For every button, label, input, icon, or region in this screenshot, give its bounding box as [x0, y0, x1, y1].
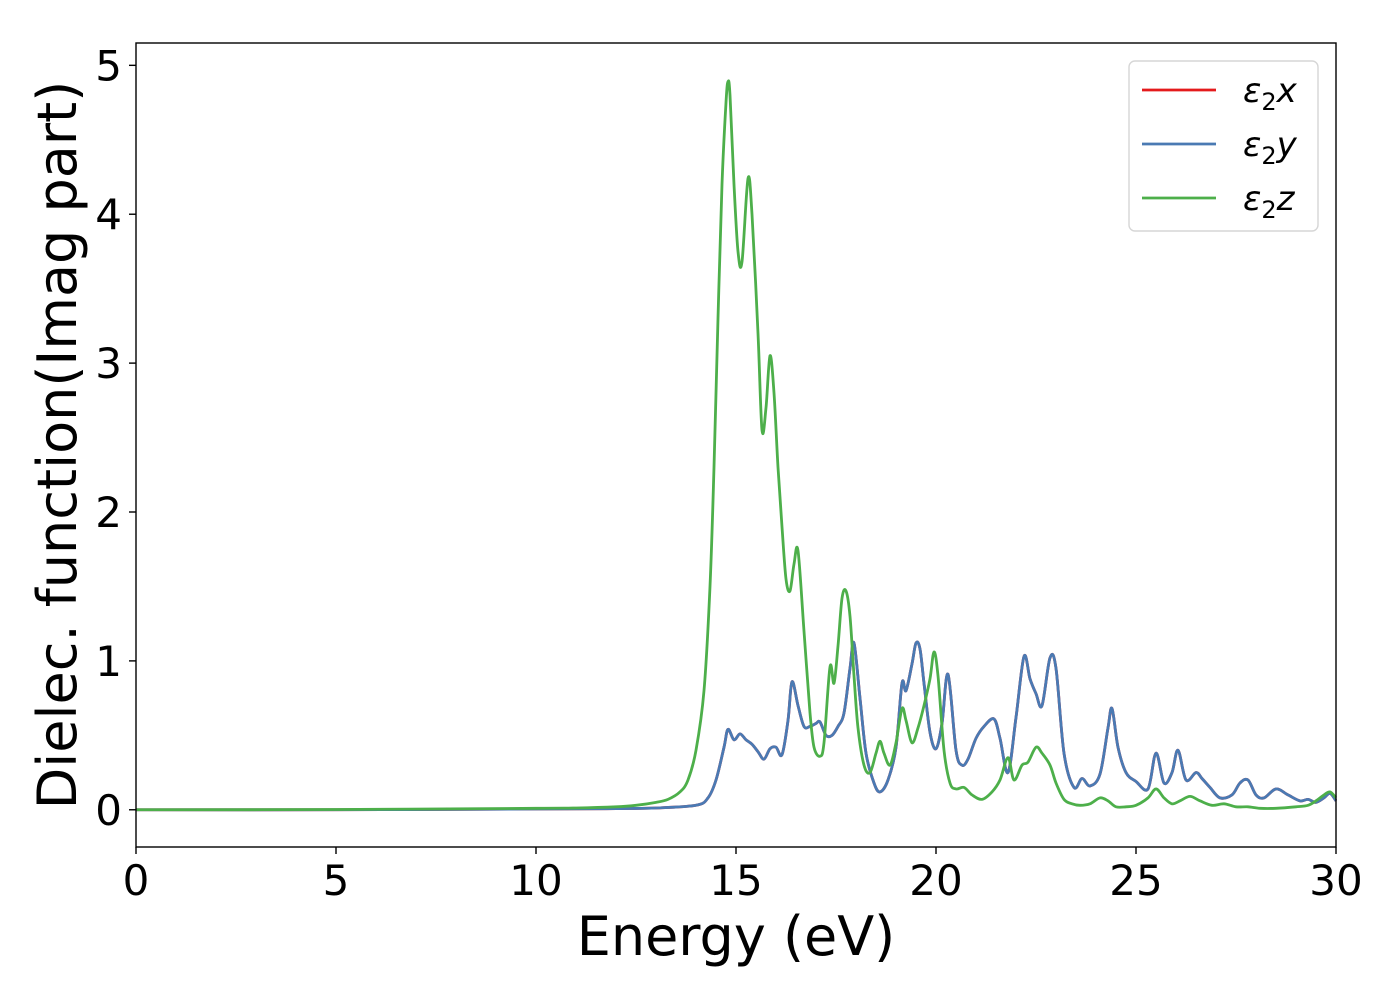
x-tick-label: 10 [509, 856, 562, 905]
legend-label-z: ε2z [1243, 179, 1296, 224]
y-tick-label: 2 [95, 488, 122, 537]
legend: ε2x ε2y ε2z [1128, 60, 1319, 232]
series-line-z [135, 79, 1338, 812]
legend-label-y: ε2y [1243, 125, 1298, 170]
x-tick-label: 5 [323, 856, 350, 905]
legend-box [1128, 60, 1319, 232]
x-tick-label: 20 [909, 856, 962, 905]
x-tick-label: 0 [123, 856, 150, 905]
y-axis: 0 1 2 3 4 5 [95, 41, 136, 835]
x-tick-label: 30 [1309, 856, 1362, 905]
y-axis-title: Dielec. function(Imag part) [26, 81, 89, 810]
y-tick-label: 1 [95, 637, 122, 686]
legend-label-x: ε2x [1243, 71, 1298, 116]
x-axis-title: Energy (eV) [577, 905, 896, 968]
y-tick-label: 4 [95, 190, 122, 239]
y-tick-label: 5 [95, 41, 122, 90]
x-tick-label: 25 [1109, 856, 1162, 905]
y-tick-label: 3 [95, 339, 122, 388]
x-axis: 0 5 10 15 20 25 30 [123, 847, 1363, 905]
series-layer [135, 79, 1338, 812]
x-tick-label: 15 [709, 856, 762, 905]
series-line-y [135, 640, 1338, 812]
y-tick-label: 0 [95, 786, 122, 835]
